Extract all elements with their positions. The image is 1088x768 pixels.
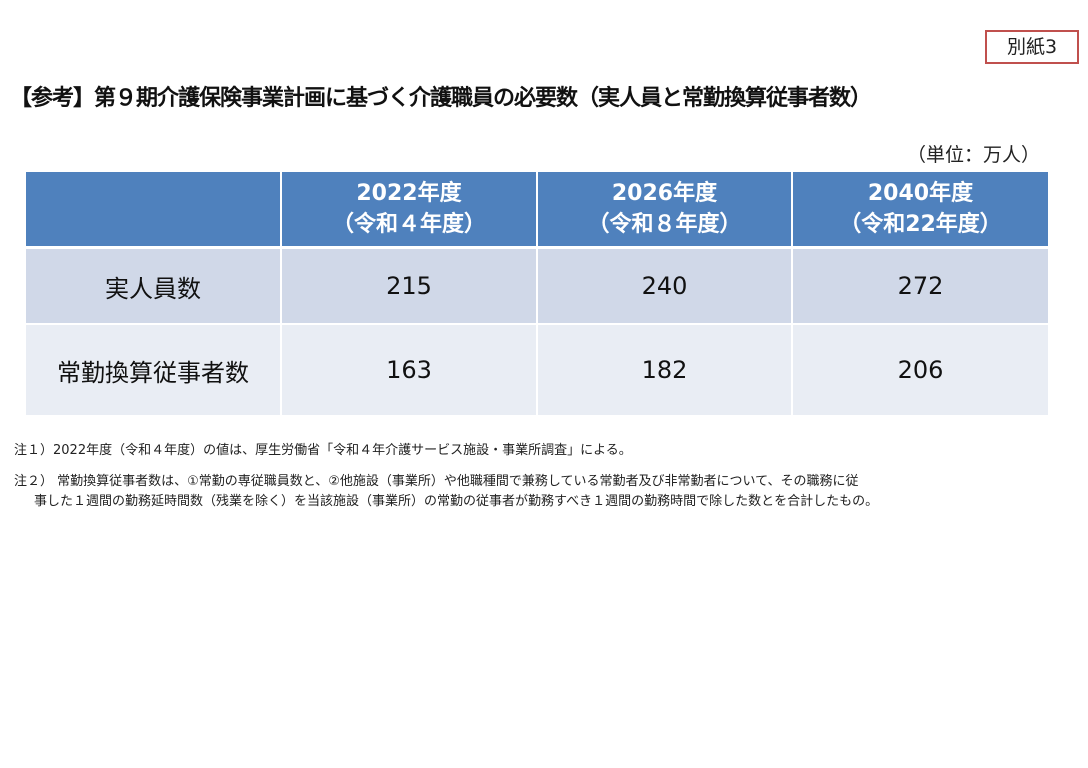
table-row: 常勤換算従事者数 163 182 206 (26, 324, 1048, 417)
value-cell: 240 (537, 247, 793, 325)
header-empty-cell (26, 172, 282, 249)
header-2026: 2026年度 （令和８年度） (537, 172, 793, 249)
row-label: 常勤換算従事者数 (26, 324, 282, 417)
footnote-1: 注１）2022年度（令和４年度）の値は、厚生労働省「令和４年介護サービス施設・事… (14, 443, 632, 458)
value-cell: 182 (537, 324, 793, 417)
header-2022: 2022年度 （令和４年度） (281, 172, 538, 249)
header-2040: 2040年度 （令和22年度） (792, 172, 1048, 249)
table-header-row: 2022年度 （令和４年度） 2026年度 （令和８年度） 2040年度 （令和… (26, 172, 1048, 249)
table-row: 実人員数 215 240 272 (26, 247, 1048, 325)
page-title: 【参考】第９期介護保険事業計画に基づく介護職員の必要数（実人員と常勤換算従事者数… (10, 86, 872, 111)
header-year: 2040年度 (867, 181, 974, 206)
unit-label: （単位：万人） (906, 144, 1040, 166)
footnote-2: 注２） 常勤換算従事者数は、①常勤の専従職員数と、②他施設（事業所）や他職種間で… (14, 472, 1074, 512)
value-cell: 272 (792, 247, 1048, 325)
value-cell: 215 (281, 247, 538, 325)
header-year: 2026年度 (611, 181, 718, 206)
header-year: 2022年度 (356, 181, 462, 206)
header-era: （令和４年度） (331, 212, 486, 237)
header-era: （令和８年度） (587, 212, 742, 237)
header-era: （令和22年度） (839, 212, 1002, 237)
footnote-2-line-2: 事した１週間の勤務延時間数（残業を除く）を当該施設（事業所）の常勤の従事者が勤務… (34, 494, 879, 509)
attachment-badge: 別紙3 (985, 30, 1079, 64)
staff-requirement-table: 2022年度 （令和４年度） 2026年度 （令和８年度） 2040年度 （令和… (26, 172, 1048, 417)
value-cell: 206 (792, 324, 1048, 417)
value-cell: 163 (281, 324, 538, 417)
row-label: 実人員数 (26, 247, 282, 325)
footnote-2-line-1: 注２） 常勤換算従事者数は、①常勤の専従職員数と、②他施設（事業所）や他職種間で… (14, 474, 859, 489)
